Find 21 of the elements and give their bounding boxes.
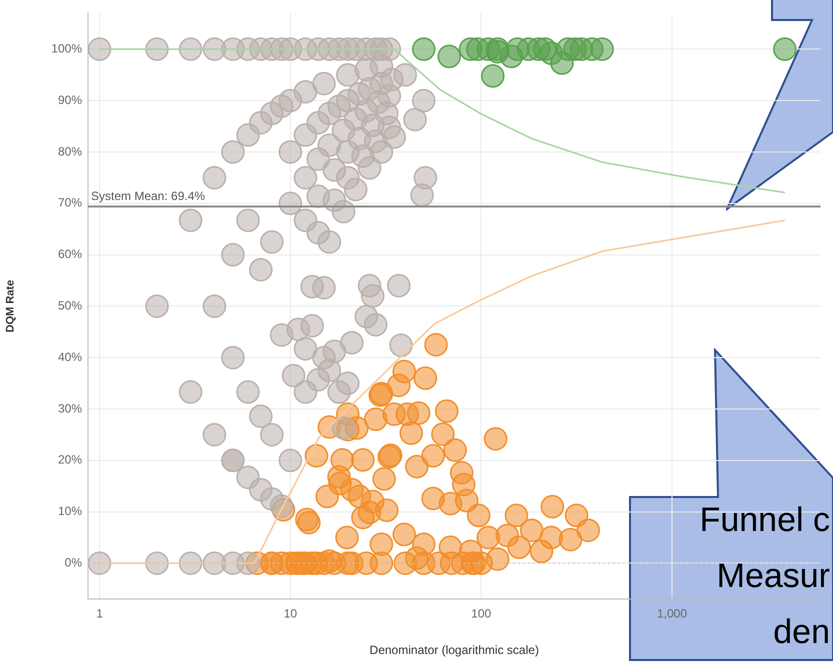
y-tick-label: 60% xyxy=(58,247,82,262)
y-axis-title: DQM Rate xyxy=(4,280,17,332)
y-tick-label: 80% xyxy=(58,144,82,158)
y-tick-label: 20% xyxy=(58,452,82,467)
x-axis-title: Denominator (logarithmic scale) xyxy=(370,643,539,658)
x-tick-label: 10 xyxy=(284,606,298,621)
x-tick-label: 1 xyxy=(96,606,104,621)
y-tick-label: 30% xyxy=(58,401,82,416)
text: den xyxy=(773,613,830,651)
annotation: Funnel c xyxy=(698,500,830,541)
x-tick-label: 100 xyxy=(471,606,492,621)
y-tick-label: 50% xyxy=(58,298,82,313)
y-tick-label: 70% xyxy=(58,196,82,210)
y-tick-label: 10% xyxy=(58,504,82,518)
y-tick-label: 100% xyxy=(51,41,82,56)
annotation: Measur xyxy=(716,556,830,597)
y-tick-label: 0% xyxy=(64,556,82,570)
y-tick-label: 90% xyxy=(58,92,82,107)
x-tick-label: 1,000 xyxy=(656,606,688,621)
y-tick-label: 40% xyxy=(58,350,82,364)
ref-line-label: System Mean: 69.4% xyxy=(91,188,206,203)
